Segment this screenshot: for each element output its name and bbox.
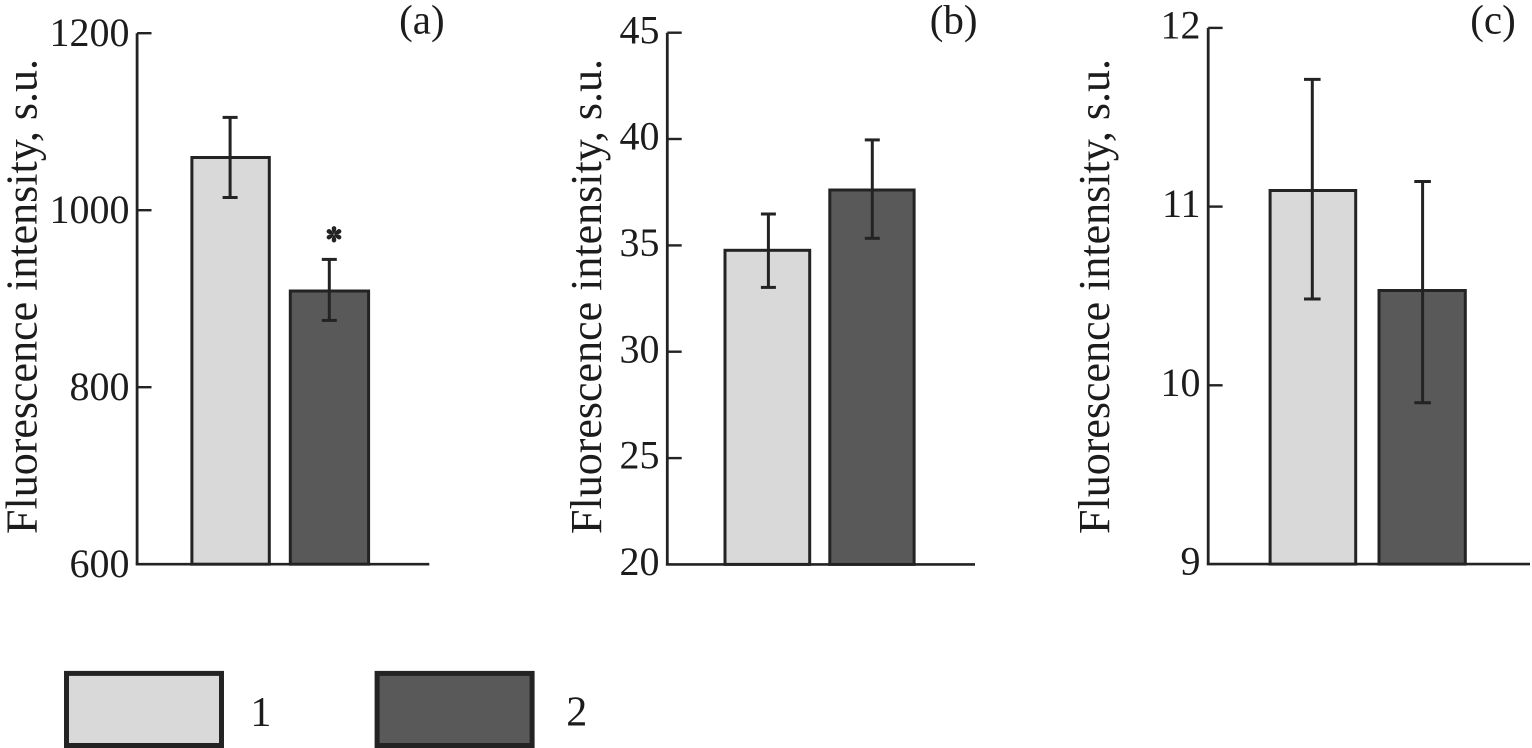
svg-text:1: 1 [250,690,271,736]
svg-text:Fluorescence intensity, s.u.: Fluorescence intensity, s.u. [1070,59,1119,534]
svg-text:30: 30 [620,326,660,371]
svg-text:(a): (a) [399,0,445,42]
svg-text:40: 40 [620,114,660,159]
svg-text:35: 35 [620,220,660,265]
svg-text:Fluorescence intensity, s.u.: Fluorescence intensity, s.u. [0,59,47,534]
svg-text:Fluorescence intensity, s.u.: Fluorescence intensity, s.u. [562,59,611,534]
svg-text:(b): (b) [930,0,978,43]
svg-text:1000: 1000 [50,187,130,232]
svg-text:12: 12 [1161,3,1201,48]
svg-text:(c): (c) [1470,0,1516,43]
svg-text:1200: 1200 [50,10,130,55]
svg-text:600: 600 [70,541,130,586]
svg-text:2: 2 [566,689,587,735]
svg-text:45: 45 [620,7,660,52]
svg-text:20: 20 [620,539,660,584]
svg-text:11: 11 [1162,181,1201,226]
svg-text:25: 25 [620,433,660,478]
svg-text:9: 9 [1181,539,1201,584]
svg-text:10: 10 [1161,360,1201,405]
svg-text:800: 800 [70,364,130,409]
